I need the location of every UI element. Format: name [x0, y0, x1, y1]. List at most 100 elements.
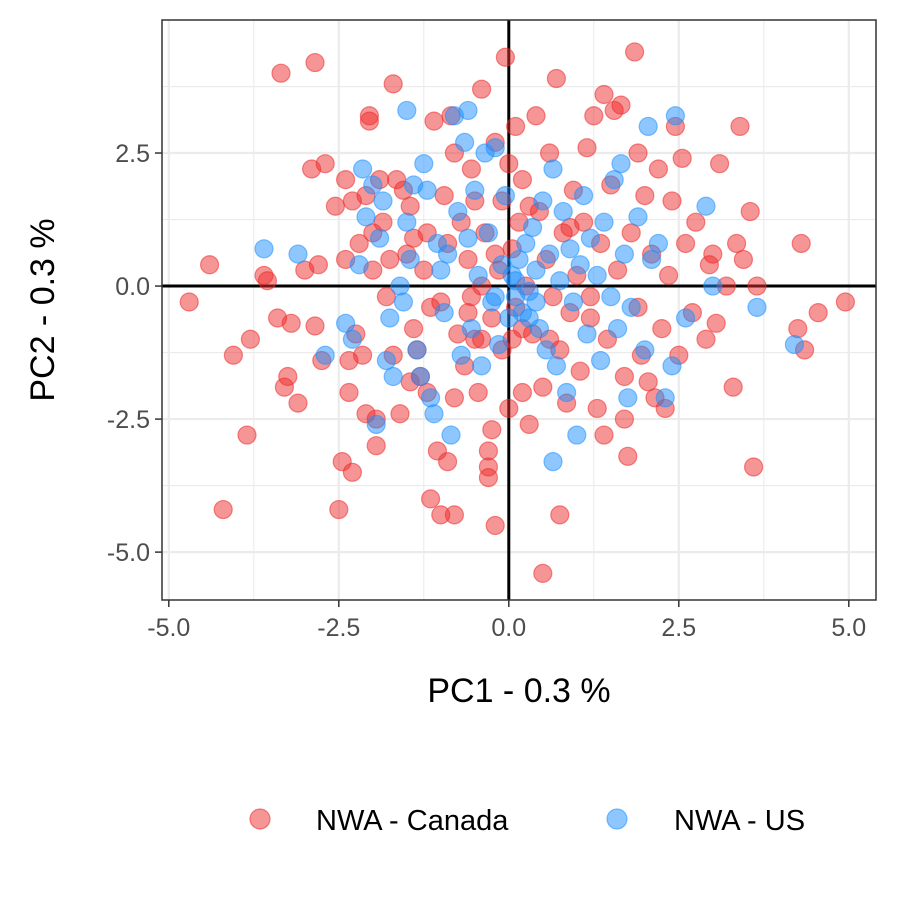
data-point — [472, 356, 492, 376]
x-axis-title: PC1 - 0.3 % — [427, 672, 610, 710]
data-point — [580, 228, 601, 248]
data-point — [400, 249, 420, 270]
data-point — [495, 185, 515, 206]
data-point — [353, 159, 373, 179]
data-point — [468, 265, 488, 286]
data-point — [315, 345, 335, 365]
data-point — [601, 287, 621, 307]
data-point — [536, 340, 556, 360]
data-point — [784, 334, 805, 355]
data-point — [278, 366, 298, 387]
data-point — [635, 185, 655, 206]
data-point — [288, 244, 308, 264]
data-point — [550, 505, 570, 525]
data-point — [431, 260, 451, 280]
data-point — [709, 154, 730, 174]
data-point — [336, 313, 356, 333]
data-point — [635, 340, 655, 360]
data-point — [791, 233, 811, 254]
data-point — [485, 287, 505, 307]
data-point — [424, 404, 444, 424]
data-point — [499, 154, 519, 174]
data-point — [383, 74, 403, 94]
data-point — [628, 207, 648, 227]
x-tick-label: 5.0 — [831, 614, 866, 642]
data-point — [618, 388, 638, 408]
data-point — [675, 308, 696, 328]
data-point — [594, 212, 614, 232]
data-point — [533, 377, 553, 397]
data-point — [482, 308, 502, 328]
data-point — [604, 170, 624, 190]
data-point — [533, 563, 553, 583]
data-point — [505, 116, 526, 137]
data-point — [383, 366, 403, 387]
data-point — [359, 111, 379, 131]
data-point — [390, 276, 410, 296]
data-point — [580, 287, 601, 307]
data-point — [587, 265, 607, 286]
data-point — [611, 95, 631, 115]
data-point — [638, 372, 658, 392]
data-point — [730, 116, 750, 137]
data-point — [505, 271, 526, 291]
data-point — [179, 292, 199, 312]
data-point — [444, 505, 464, 525]
data-point — [482, 420, 502, 440]
data-point — [373, 212, 393, 232]
data-point — [607, 260, 628, 280]
data-point — [329, 499, 349, 520]
data-point — [550, 271, 570, 291]
data-point — [281, 313, 301, 333]
data-point — [607, 319, 628, 339]
data-point — [315, 154, 335, 174]
data-point — [390, 404, 410, 424]
data-point — [438, 244, 458, 264]
data-point — [560, 217, 580, 238]
data-point — [808, 303, 828, 323]
data-point — [638, 116, 658, 137]
data-point — [424, 111, 444, 131]
data-point — [543, 159, 563, 179]
data-point — [342, 329, 362, 349]
data-point — [200, 255, 220, 275]
data-point — [336, 170, 356, 190]
data-point — [421, 489, 441, 509]
data-point — [835, 292, 856, 312]
data-point — [703, 244, 723, 264]
data-point — [539, 143, 560, 163]
data-point — [451, 345, 471, 365]
data-point — [380, 249, 400, 270]
legend-label: NWA - Canada — [316, 805, 509, 837]
data-point — [465, 180, 485, 200]
data-point — [478, 468, 498, 488]
data-point — [546, 356, 567, 376]
data-point — [271, 63, 291, 83]
data-point — [614, 366, 635, 387]
data-point — [485, 515, 505, 536]
data-point — [611, 154, 631, 174]
data-point — [237, 425, 257, 445]
data-point — [417, 180, 437, 200]
data-point — [397, 212, 417, 232]
data-point — [686, 212, 706, 232]
data-point — [458, 228, 478, 248]
data-point — [706, 313, 726, 333]
data-point — [560, 239, 580, 259]
data-point — [349, 255, 369, 275]
data-point — [614, 244, 635, 264]
data-point — [407, 340, 427, 360]
data-point — [468, 382, 488, 403]
data-point — [223, 345, 243, 365]
x-tick-label: -2.5 — [317, 614, 360, 642]
data-point — [662, 191, 682, 211]
data-point — [288, 393, 308, 413]
data-point — [448, 201, 468, 222]
data-point — [580, 308, 601, 328]
data-point — [254, 239, 274, 259]
data-point — [641, 249, 662, 270]
data-point — [543, 287, 563, 307]
data-point — [703, 276, 723, 296]
data-point — [478, 441, 498, 461]
